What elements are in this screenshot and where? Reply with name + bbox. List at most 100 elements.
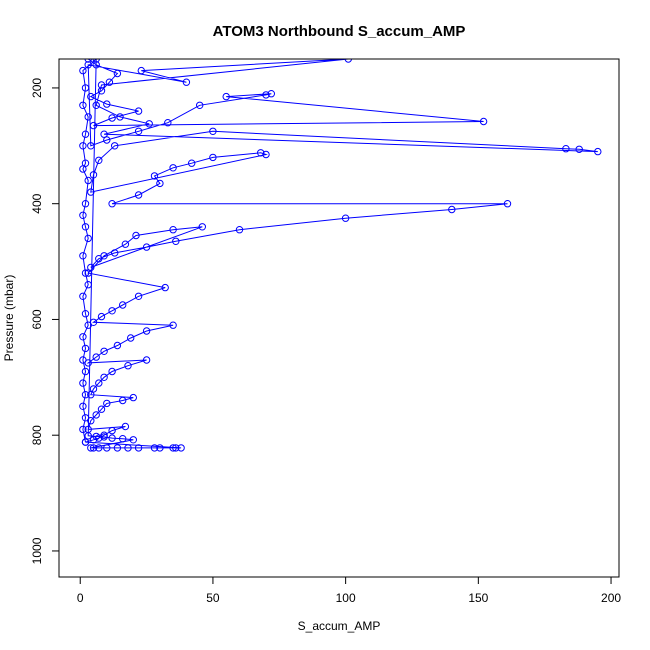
- data-point: [164, 119, 172, 127]
- data-point: [87, 444, 95, 452]
- data-point: [209, 127, 217, 136]
- data-point: [100, 252, 108, 260]
- data-point: [116, 113, 124, 121]
- series-layer: [79, 59, 602, 452]
- y-tick-label: 800: [30, 425, 44, 445]
- data-point: [177, 444, 185, 452]
- data-point: [84, 234, 92, 243]
- data-point: [156, 179, 164, 188]
- data-point: [95, 156, 103, 165]
- data-point: [134, 107, 143, 115]
- data-point: [79, 101, 87, 110]
- data-point: [92, 411, 100, 419]
- data-point: [575, 145, 583, 154]
- data-point: [119, 435, 127, 443]
- data-point: [103, 444, 111, 452]
- data-point: [92, 101, 100, 110]
- data-point: [84, 176, 92, 185]
- data-point: [111, 142, 119, 150]
- data-point: [100, 347, 108, 355]
- data-point: [127, 334, 135, 342]
- data-point: [97, 405, 106, 413]
- data-point: [79, 292, 87, 300]
- data-point: [81, 130, 90, 138]
- data-point: [137, 66, 146, 75]
- data-point: [111, 249, 119, 257]
- data-point: [79, 379, 87, 387]
- data-point: [222, 92, 230, 101]
- data-point: [156, 444, 164, 452]
- data-point: [81, 344, 90, 353]
- data-point: [124, 362, 132, 370]
- x-tick-label: 100: [336, 591, 356, 605]
- data-point: [81, 269, 90, 277]
- data-point: [119, 301, 127, 309]
- data-point: [95, 379, 103, 387]
- data-point: [188, 159, 196, 167]
- data-point: [81, 367, 90, 376]
- x-tick-label: 0: [77, 591, 84, 605]
- data-point: [84, 269, 92, 277]
- data-point: [142, 243, 151, 251]
- y-tick-label: 200: [30, 78, 44, 98]
- data-point: [81, 414, 90, 422]
- y-axis-label: Pressure (mbar): [2, 275, 16, 362]
- data-point: [100, 433, 108, 441]
- data-point: [105, 78, 114, 86]
- data-point: [341, 214, 350, 222]
- data-point: [594, 147, 602, 156]
- data-point: [79, 165, 87, 173]
- data-point: [87, 92, 95, 101]
- data-point: [84, 281, 92, 289]
- data-point: [84, 432, 92, 440]
- data-point: [84, 321, 92, 329]
- data-point: [121, 422, 130, 431]
- data-point: [79, 252, 87, 260]
- data-point: [87, 188, 95, 196]
- data-point: [134, 127, 143, 136]
- data-point: [81, 223, 90, 231]
- data-point: [145, 120, 153, 128]
- data-point: [81, 200, 90, 208]
- y-axis: 200 400 600 800 1000: [30, 78, 60, 564]
- data-point: [87, 142, 95, 150]
- data-point: [108, 426, 116, 435]
- data-point: [79, 211, 87, 220]
- data-point: [132, 231, 140, 240]
- data-point: [209, 153, 217, 162]
- data-point: [87, 391, 95, 399]
- data-point: [79, 333, 87, 341]
- data-point: [134, 292, 143, 300]
- data-point: [84, 113, 92, 121]
- data-point: [129, 436, 138, 444]
- data-point: [169, 164, 177, 172]
- data-point: [198, 223, 207, 231]
- data-point: [81, 310, 90, 318]
- data-point: [103, 136, 111, 144]
- data-point: [108, 434, 116, 442]
- data-point: [169, 321, 177, 329]
- data-point: [95, 444, 103, 452]
- series-line: [82, 59, 598, 449]
- data-point: [92, 61, 100, 69]
- data-point: [89, 385, 98, 393]
- data-point: [81, 84, 90, 92]
- data-point: [262, 150, 270, 159]
- data-point: [129, 393, 138, 402]
- data-point: [172, 444, 180, 452]
- data-point: [97, 81, 106, 89]
- x-tick-label: 50: [206, 591, 220, 605]
- data-point: [562, 145, 570, 153]
- data-point: [92, 59, 100, 63]
- data-point: [113, 341, 122, 350]
- data-point: [150, 444, 159, 452]
- data-point: [81, 438, 90, 446]
- data-point: [448, 205, 456, 214]
- data-point: [97, 312, 106, 321]
- data-point: [142, 356, 151, 364]
- data-point: [79, 356, 87, 364]
- data-point: [103, 399, 111, 408]
- data-point: [81, 391, 90, 399]
